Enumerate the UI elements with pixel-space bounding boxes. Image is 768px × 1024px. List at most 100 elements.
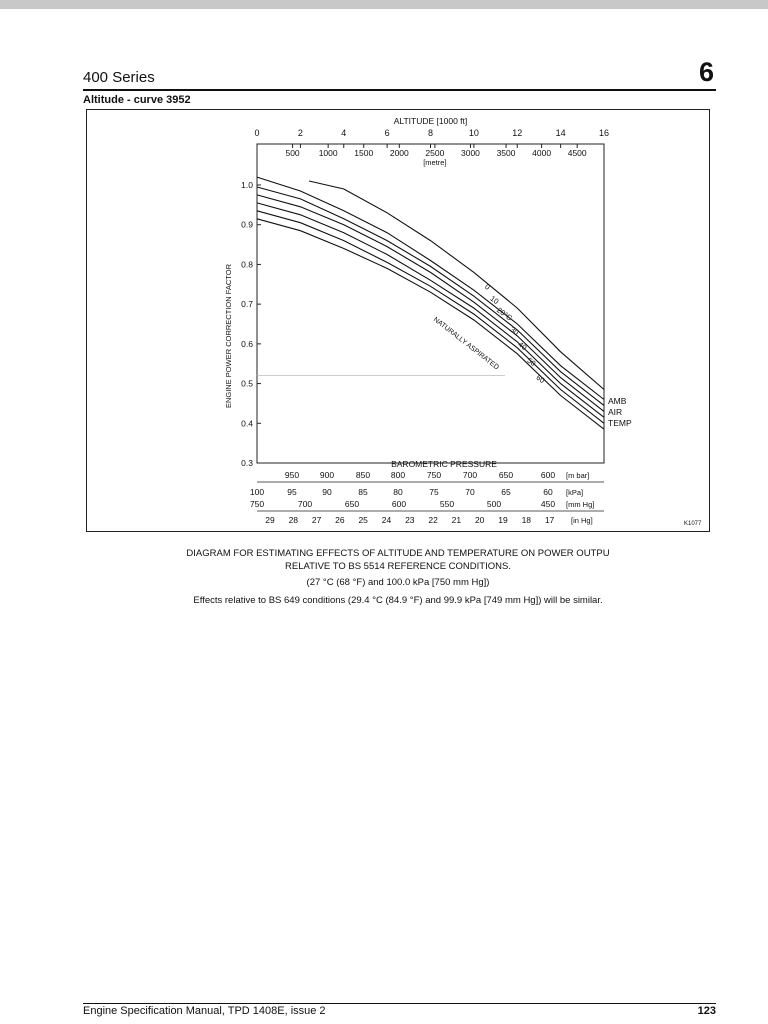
inhg-tick-label: 27 (312, 515, 322, 525)
caption-line-4: Effects relative to BS 649 conditions (2… (193, 595, 603, 606)
curve-annotation: NATURALLY ASPIRATED (432, 316, 500, 371)
figure-subtitle: Altitude - curve 3952 (83, 94, 191, 106)
kpa-unit: [kPa] (566, 488, 583, 497)
y-axis-tick-label: 0.7 (241, 299, 253, 309)
kpa-tick-label: 95 (287, 487, 297, 497)
curve-label: 10 (488, 294, 500, 306)
inhg-tick-label: 22 (428, 515, 438, 525)
section-number: 6 (698, 57, 714, 87)
mmhg-tick-label: 450 (541, 499, 555, 509)
kpa-tick-label: 65 (501, 487, 511, 497)
figure-frame (86, 109, 710, 532)
legend-line: AIR (608, 407, 622, 417)
altitude-ft-tick-label: 12 (512, 128, 522, 138)
temperature-curve-4 (256, 202, 605, 418)
y-axis-tick-label: 0.4 (241, 418, 253, 428)
mmhg-tick-label: 750 (250, 499, 264, 509)
kpa-tick-label: 80 (393, 487, 403, 497)
y-axis-tick-label: 0.3 (241, 458, 253, 468)
altitude-ft-tick-label: 14 (556, 128, 566, 138)
altitude-metre-tick-label: 2000 (390, 148, 409, 158)
temperature-curve-2 (256, 186, 605, 406)
altitude-metre-unit: [metre] (423, 158, 446, 167)
inhg-tick-label: 28 (289, 515, 299, 525)
altitude-metre-tick-label: 2500 (425, 148, 444, 158)
inhg-tick-label: 19 (498, 515, 508, 525)
inhg-tick-label: 21 (452, 515, 462, 525)
altitude-ft-tick-label: 2 (298, 128, 303, 138)
footer-text: Engine Specification Manual, TPD 1408E, … (83, 1005, 326, 1017)
altitude-metre-tick-label: 3000 (461, 148, 480, 158)
altitude-metre-tick-label: 4000 (532, 148, 551, 158)
legend-line: TEMP (608, 418, 632, 428)
kpa-tick-label: 90 (322, 487, 332, 497)
altitude-ft-tick-label: 4 (341, 128, 346, 138)
top-axis-title: ALTITUDE [1000 ft] (394, 116, 468, 126)
inhg-tick-label: 25 (358, 515, 368, 525)
curve-label: 0 (483, 282, 492, 292)
scan-top-band (0, 0, 768, 9)
mbar-tick-label: 950 (285, 470, 299, 480)
temperature-curve-0 (308, 180, 605, 390)
inhg-unit: [in Hg] (571, 516, 593, 525)
altitude-ft-tick-label: 10 (469, 128, 479, 138)
altitude-metre-tick-label: 500 (285, 148, 299, 158)
footer-rule (83, 1003, 716, 1004)
mbar-tick-label: 650 (499, 470, 513, 480)
y-axis-title: ENGINE POWER CORRECTION FACTOR (224, 263, 233, 408)
mmhg-tick-label: 650 (345, 499, 359, 509)
mbar-tick-label: 700 (463, 470, 477, 480)
altitude-metre-tick-label: 1000 (319, 148, 338, 158)
mbar-tick-label: 800 (391, 470, 405, 480)
inhg-tick-label: 17 (545, 515, 555, 525)
mbar-tick-label: 850 (356, 470, 370, 480)
inhg-tick-label: 20 (475, 515, 485, 525)
mmhg-tick-label: 600 (392, 499, 406, 509)
kpa-tick-label: 70 (465, 487, 475, 497)
curve-label: 30 (508, 325, 520, 337)
kpa-tick-label: 60 (543, 487, 553, 497)
inhg-tick-label: 24 (382, 515, 392, 525)
mmhg-tick-label: 550 (440, 499, 454, 509)
mbar-tick-label: 750 (427, 470, 441, 480)
legend-line: AMB (608, 396, 627, 406)
temperature-curve-3 (256, 194, 605, 412)
figure-code: K1077 (684, 521, 702, 527)
caption-line-3: (27 °C (68 °F) and 100.0 kPa [750 mm Hg]… (306, 577, 490, 588)
kpa-tick-label: 85 (358, 487, 368, 497)
inhg-tick-label: 23 (405, 515, 415, 525)
mmhg-tick-label: 700 (298, 499, 312, 509)
header-series: 400 Series (83, 69, 155, 86)
inhg-tick-label: 26 (335, 515, 345, 525)
caption-line-1: DIAGRAM FOR ESTIMATING EFFECTS OF ALTITU… (186, 548, 610, 559)
kpa-tick-label: 100 (250, 487, 264, 497)
mbar-tick-label: 600 (541, 470, 555, 480)
y-axis-tick-label: 0.5 (241, 379, 253, 389)
altitude-metre-tick-label: 3500 (497, 148, 516, 158)
altitude-metre-tick-label: 4500 (568, 148, 587, 158)
temperature-curve-1 (256, 176, 605, 400)
plot-area-border (256, 143, 605, 464)
header-rule (83, 89, 716, 91)
mmhg-tick-label: 500 (487, 499, 501, 509)
caption-line-2: RELATIVE TO BS 5514 REFERENCE CONDITIONS… (285, 561, 511, 572)
kpa-tick-label: 75 (429, 487, 439, 497)
mbar-unit: [m bar] (566, 471, 589, 480)
altitude-ft-tick-label: 8 (428, 128, 433, 138)
page-number: 123 (697, 1005, 716, 1017)
y-axis-tick-label: 0.9 (241, 220, 253, 230)
y-axis-tick-label: 1.0 (241, 180, 253, 190)
y-axis-tick-label: 0.6 (241, 339, 253, 349)
altitude-ft-tick-label: 16 (599, 128, 609, 138)
temperature-curve-5 (256, 210, 605, 424)
inhg-tick-label: 18 (522, 515, 532, 525)
altitude-ft-tick-label: 6 (385, 128, 390, 138)
altitude-metre-tick-label: 1500 (354, 148, 373, 158)
y-axis-tick-label: 0.8 (241, 259, 253, 269)
temperature-curve-6 (256, 218, 605, 430)
inhg-tick-label: 29 (265, 515, 275, 525)
altitude-ft-tick-label: 0 (254, 128, 259, 138)
bottom-axis-title: BAROMETRIC PRESSURE (391, 459, 497, 469)
mmhg-unit: [mm Hg] (566, 500, 594, 509)
